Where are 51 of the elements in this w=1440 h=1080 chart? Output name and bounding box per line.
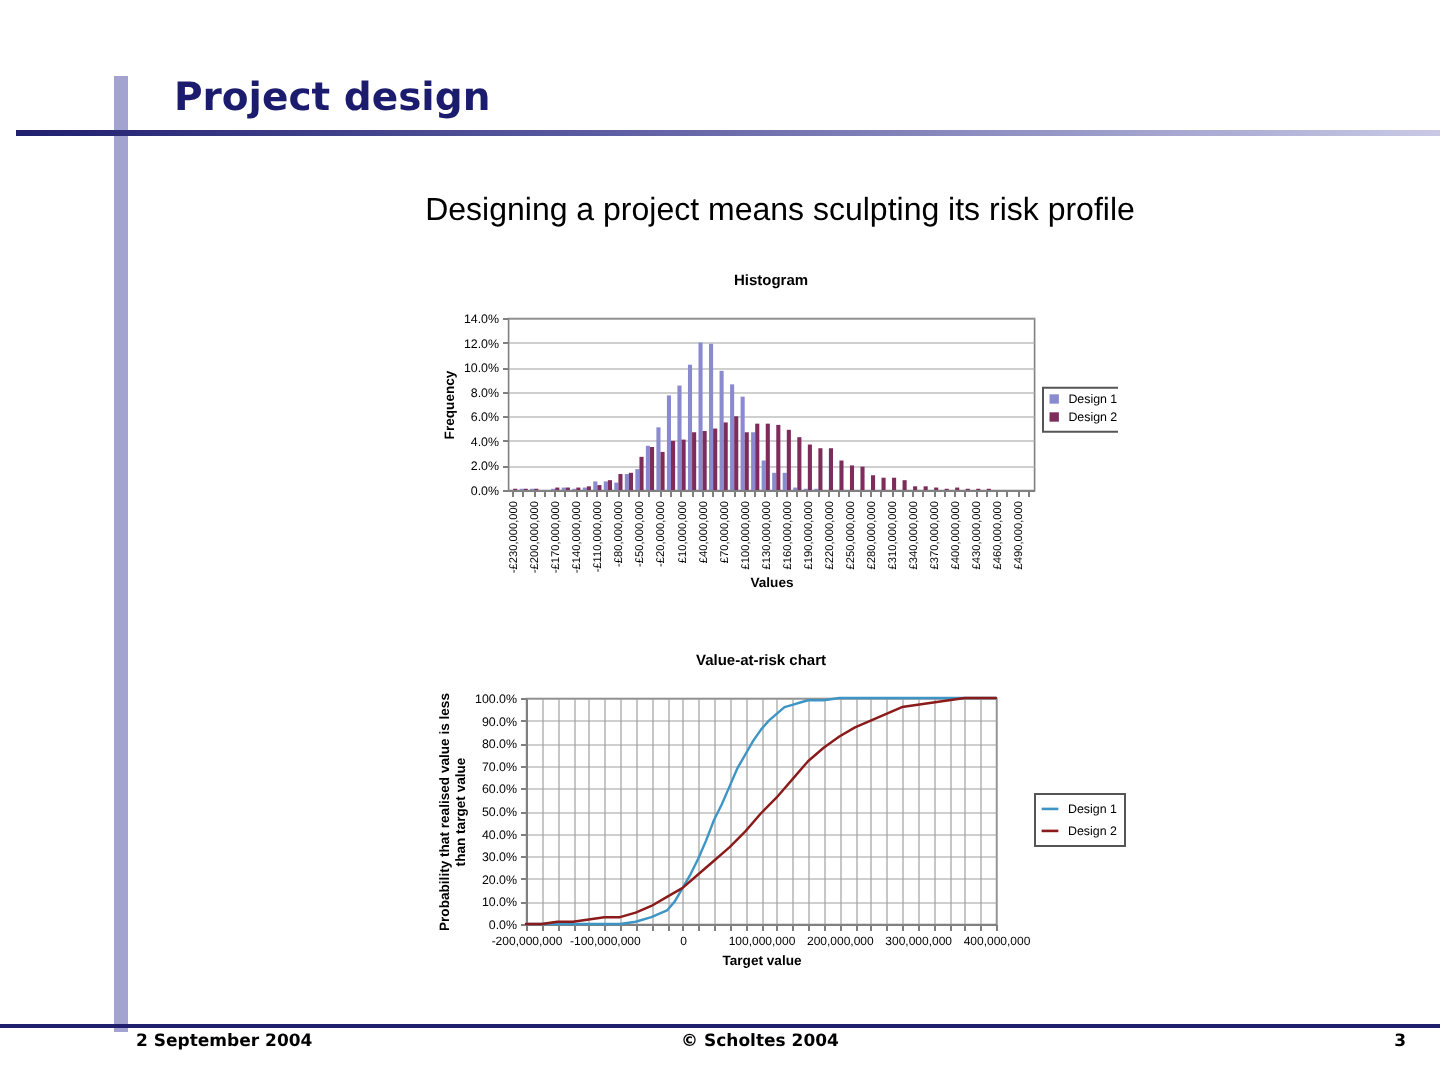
bar xyxy=(828,448,833,490)
bar xyxy=(671,440,676,490)
bar xyxy=(744,432,749,490)
bar xyxy=(849,465,855,490)
bar xyxy=(860,466,865,490)
bar xyxy=(618,474,623,490)
bar xyxy=(677,385,682,490)
bar xyxy=(765,423,770,490)
bar xyxy=(709,343,714,490)
bar xyxy=(656,427,661,490)
bar xyxy=(723,422,728,490)
bar xyxy=(624,474,629,490)
bar xyxy=(635,469,640,490)
bar xyxy=(628,472,634,490)
bar xyxy=(734,416,739,490)
bar xyxy=(870,475,876,490)
bar xyxy=(892,477,897,490)
bar xyxy=(730,384,735,490)
bar xyxy=(687,364,693,490)
bar xyxy=(776,424,781,490)
bar xyxy=(681,439,686,490)
text: © Scholtes 2004 xyxy=(681,1032,839,1052)
bar xyxy=(639,456,644,490)
bar xyxy=(807,444,812,490)
bar xyxy=(666,395,672,490)
text: 3 xyxy=(1394,1032,1406,1052)
bar xyxy=(818,448,823,490)
bar xyxy=(772,472,777,490)
bar xyxy=(797,437,802,490)
text: Project design xyxy=(174,74,491,120)
bar xyxy=(719,370,724,490)
bar xyxy=(902,480,907,490)
text: Designing a project means sculpting its risk profile xyxy=(423,194,1137,230)
bar xyxy=(649,447,655,490)
bar xyxy=(645,445,650,490)
bar xyxy=(614,482,619,490)
bar xyxy=(713,428,718,490)
line-series xyxy=(524,696,998,926)
bar xyxy=(660,451,665,490)
bar xyxy=(782,472,787,490)
bar xyxy=(740,396,745,490)
bar xyxy=(755,423,760,490)
bar xyxy=(702,431,707,490)
bar xyxy=(839,460,844,490)
bar xyxy=(761,460,766,490)
bar xyxy=(881,477,886,490)
bar xyxy=(751,432,756,490)
text: 2 September 2004 xyxy=(136,1032,313,1052)
bar xyxy=(698,342,703,490)
bar xyxy=(692,432,697,490)
bar xyxy=(786,429,791,490)
